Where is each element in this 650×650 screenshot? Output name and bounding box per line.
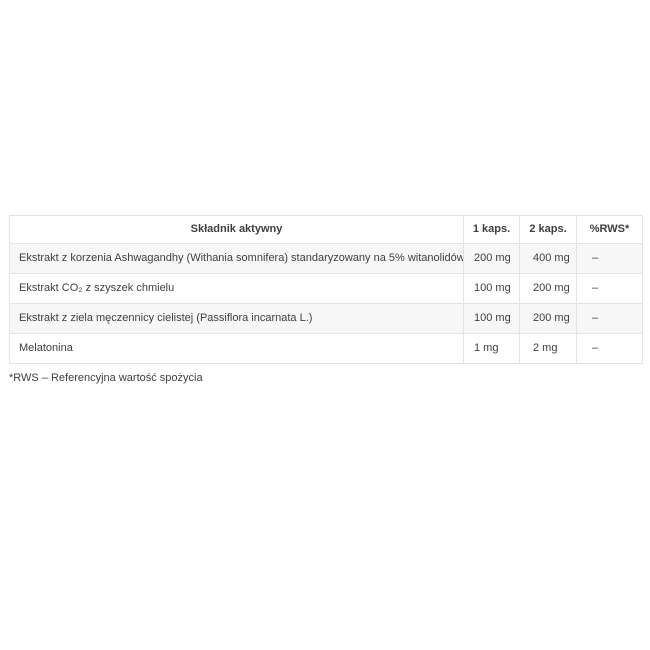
rws-cell: – — [576, 243, 643, 274]
table-row: Ekstrakt z ziela męczennicy cielistej (P… — [9, 303, 643, 334]
ingredient-cell: Melatonina — [9, 333, 464, 364]
column-header-2caps: 2 kaps. — [519, 215, 577, 244]
ingredient-cell: Ekstrakt CO₂ z szyszek chmielu — [9, 273, 464, 304]
dose-1caps-cell: 200 mg — [463, 243, 520, 274]
ingredient-cell: Ekstrakt z ziela męczennicy cielistej (P… — [9, 303, 464, 334]
active-ingredients-table: Składnik aktywny 1 kaps. 2 kaps. %RWS* E… — [9, 215, 643, 364]
rws-cell: – — [576, 333, 643, 364]
table-row: Ekstrakt z korzenia Ashwagandhy (Withani… — [9, 243, 643, 274]
dose-2caps-cell: 2 mg — [519, 333, 577, 364]
dose-1caps-cell: 100 mg — [463, 273, 520, 304]
dose-1caps-cell: 1 mg — [463, 333, 520, 364]
table-row: Melatonina 1 mg 2 mg – — [9, 333, 643, 364]
column-header-1caps: 1 kaps. — [463, 215, 520, 244]
rws-cell: – — [576, 303, 643, 334]
table-row: Ekstrakt CO₂ z szyszek chmielu 100 mg 20… — [9, 273, 643, 304]
table-header-row: Składnik aktywny 1 kaps. 2 kaps. %RWS* — [9, 215, 643, 244]
dose-2caps-cell: 200 mg — [519, 273, 577, 304]
dose-2caps-cell: 400 mg — [519, 243, 577, 274]
dose-1caps-cell: 100 mg — [463, 303, 520, 334]
rws-footnote: *RWS – Referencyjna wartość spożycia — [9, 372, 203, 384]
dose-2caps-cell: 200 mg — [519, 303, 577, 334]
column-header-rws: %RWS* — [576, 215, 643, 244]
ingredient-cell: Ekstrakt z korzenia Ashwagandhy (Withani… — [9, 243, 464, 274]
column-header-ingredient: Składnik aktywny — [9, 215, 464, 244]
rws-cell: – — [576, 273, 643, 304]
